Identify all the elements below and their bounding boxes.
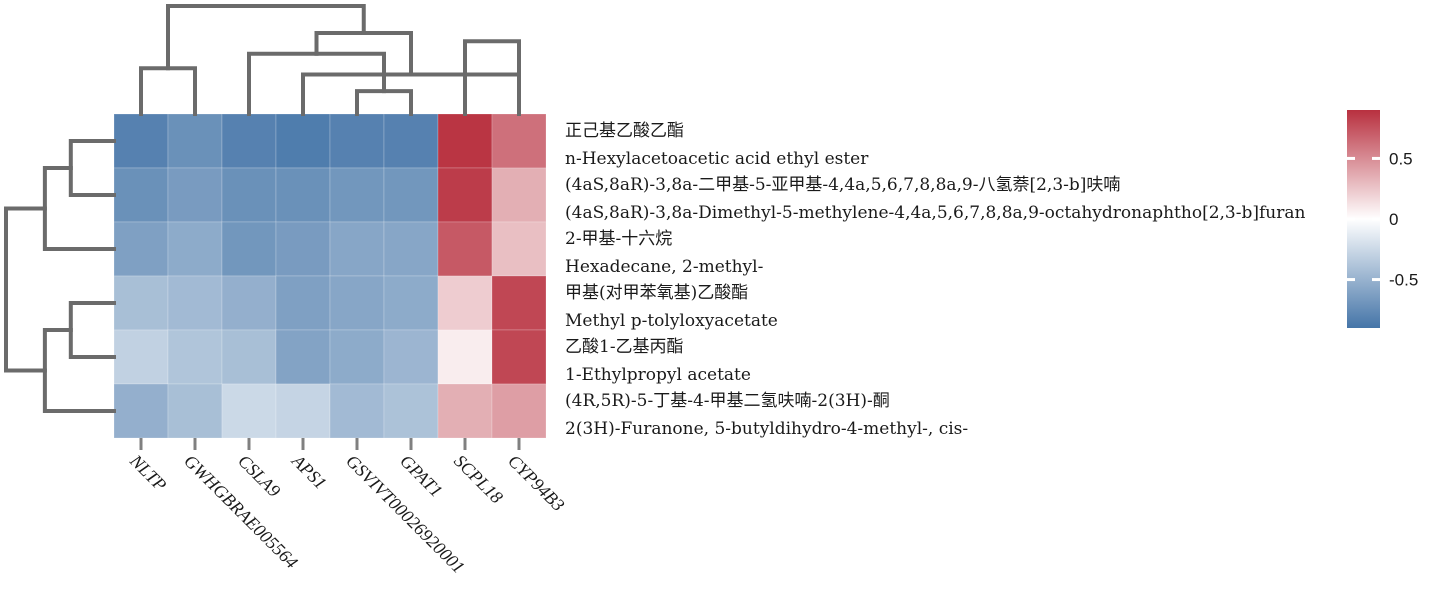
column-label: CSLA9 xyxy=(234,451,284,501)
row-dendrogram xyxy=(4,139,116,413)
heatmap-cell-r2-c3 xyxy=(275,221,331,277)
heatmap-cell-r4-c5 xyxy=(383,329,439,385)
heatmap-cell-r2-c7 xyxy=(491,221,547,277)
heatmap-cell-r4-c6 xyxy=(437,329,493,385)
heatmap-cell-r3-c6 xyxy=(437,275,493,331)
heatmap-cell-r2-c4 xyxy=(329,221,385,277)
heatmap-cell-r2-c6 xyxy=(437,221,493,277)
row-label-english: 1-Ethylpropyl acetate xyxy=(565,365,751,385)
heatmap-cell-r0-c4 xyxy=(329,113,385,169)
heatmap-cell-r1-c3 xyxy=(275,167,331,223)
heatmap-cell-r5-c3 xyxy=(275,383,331,439)
row-label-english: 2(3H)-Furanone, 5-butyldihydro-4-methyl-… xyxy=(565,419,968,439)
heatmap-cell-r1-c2 xyxy=(221,167,277,223)
legend-tick-label: 0 xyxy=(1389,210,1398,229)
column-dendrogram-link xyxy=(139,66,197,116)
heatmap-cell-r0-c6 xyxy=(437,113,493,169)
heatmap-cell-r3-c5 xyxy=(383,275,439,331)
heatmap-cell-r3-c1 xyxy=(167,275,223,331)
heatmap-cell-r3-c7 xyxy=(491,275,547,331)
row-dendrogram-link xyxy=(68,139,116,197)
heatmap-cell-r4-c0 xyxy=(113,329,169,385)
heatmap-cell-r5-c6 xyxy=(437,383,493,439)
heatmap-cell-r0-c0 xyxy=(113,113,169,169)
legend-tick-label: 0.5 xyxy=(1389,149,1413,168)
column-dendrogram-link xyxy=(166,4,366,71)
heatmap-cell-r2-c2 xyxy=(221,221,277,277)
column-label: CYP94B3 xyxy=(504,451,568,515)
heatmap-cells xyxy=(113,113,547,439)
heatmap-cell-r0-c1 xyxy=(167,113,223,169)
column-label: NLTP xyxy=(125,450,170,495)
heatmap-cell-r4-c2 xyxy=(221,329,277,385)
row-label-chinese: (4aS,8aR)-3,8a-二甲基-5-亚甲基-4,4a,5,6,7,8,8a… xyxy=(565,175,1120,195)
heatmap-cell-r1-c4 xyxy=(329,167,385,223)
heatmap-cell-r2-c0 xyxy=(113,221,169,277)
heatmap-cell-r3-c2 xyxy=(221,275,277,331)
heatmap-cell-r5-c2 xyxy=(221,383,277,439)
heatmap-cell-r4-c1 xyxy=(167,329,223,385)
heatmap-cell-r4-c7 xyxy=(491,329,547,385)
row-label-english: (4aS,8aR)-3,8a-Dimethyl-5-methylene-4,4a… xyxy=(565,203,1306,223)
heatmap-cell-r1-c0 xyxy=(113,167,169,223)
heatmap-cell-r0-c2 xyxy=(221,113,277,169)
column-dendrogram xyxy=(139,4,521,116)
row-dendrogram-link xyxy=(42,166,116,251)
heatmap-cell-r1-c7 xyxy=(491,167,547,223)
row-labels: 正己基乙酸乙酯 n-Hexylacetoacetic acid ethyl est… xyxy=(565,121,1306,439)
heatmap-cell-r4-c3 xyxy=(275,329,331,385)
row-label-english: Methyl p-tolyloxyacetate xyxy=(565,311,778,331)
column-dendrogram-link xyxy=(463,39,521,116)
heatmap-cell-r1-c6 xyxy=(437,167,493,223)
row-label-chinese: (4R,5R)-5-丁基-4-甲基二氢呋喃-2(3H)-酮 xyxy=(565,391,890,411)
heatmap-cell-r5-c7 xyxy=(491,383,547,439)
heatmap-cell-r3-c0 xyxy=(113,275,169,331)
heatmap-cell-r2-c5 xyxy=(383,221,439,277)
heatmap-cell-r4-c4 xyxy=(329,329,385,385)
heatmap-cell-r3-c4 xyxy=(329,275,385,331)
color-legend: 0.5 0 -0.5 xyxy=(1347,110,1418,328)
column-label: GPAT1 xyxy=(396,451,446,501)
heatmap-cell-r1-c1 xyxy=(167,167,223,223)
heatmap-cell-r0-c7 xyxy=(491,113,547,169)
column-label: SCPL18 xyxy=(450,451,507,508)
heatmap-cell-r2-c1 xyxy=(167,221,223,277)
heatmap-cell-r0-c5 xyxy=(383,113,439,169)
column-dendrogram-link xyxy=(247,51,386,116)
row-label-chinese: 乙酸1-乙基丙酯 xyxy=(565,337,684,357)
legend-tick-label: -0.5 xyxy=(1389,271,1418,290)
row-dendrogram-link xyxy=(42,328,116,413)
row-label-chinese: 正己基乙酸乙酯 xyxy=(565,121,684,141)
row-label-english: Hexadecane, 2-methyl- xyxy=(565,257,763,277)
heatmap-cell-r5-c5 xyxy=(383,383,439,439)
color-legend-ticks: 0.5 0 -0.5 xyxy=(1347,149,1418,290)
heatmap-cell-r5-c0 xyxy=(113,383,169,439)
column-label: APS1 xyxy=(287,450,330,493)
column-dendrogram-link xyxy=(355,89,413,116)
row-label-chinese: 甲基(对甲苯氧基)乙酸酯 xyxy=(565,283,748,303)
row-label-english: n-Hexylacetoacetic acid ethyl ester xyxy=(565,149,869,169)
row-dendrogram-link xyxy=(68,301,116,359)
heatmap-cell-r5-c1 xyxy=(167,383,223,439)
row-label-chinese: 2-甲基-十六烷 xyxy=(565,229,672,249)
heatmap-cell-r5-c4 xyxy=(329,383,385,439)
heatmap-cell-r1-c5 xyxy=(383,167,439,223)
row-dendrogram-link xyxy=(4,206,47,373)
heatmap-cell-r0-c3 xyxy=(275,113,331,169)
heatmap-cell-r3-c3 xyxy=(275,275,331,331)
